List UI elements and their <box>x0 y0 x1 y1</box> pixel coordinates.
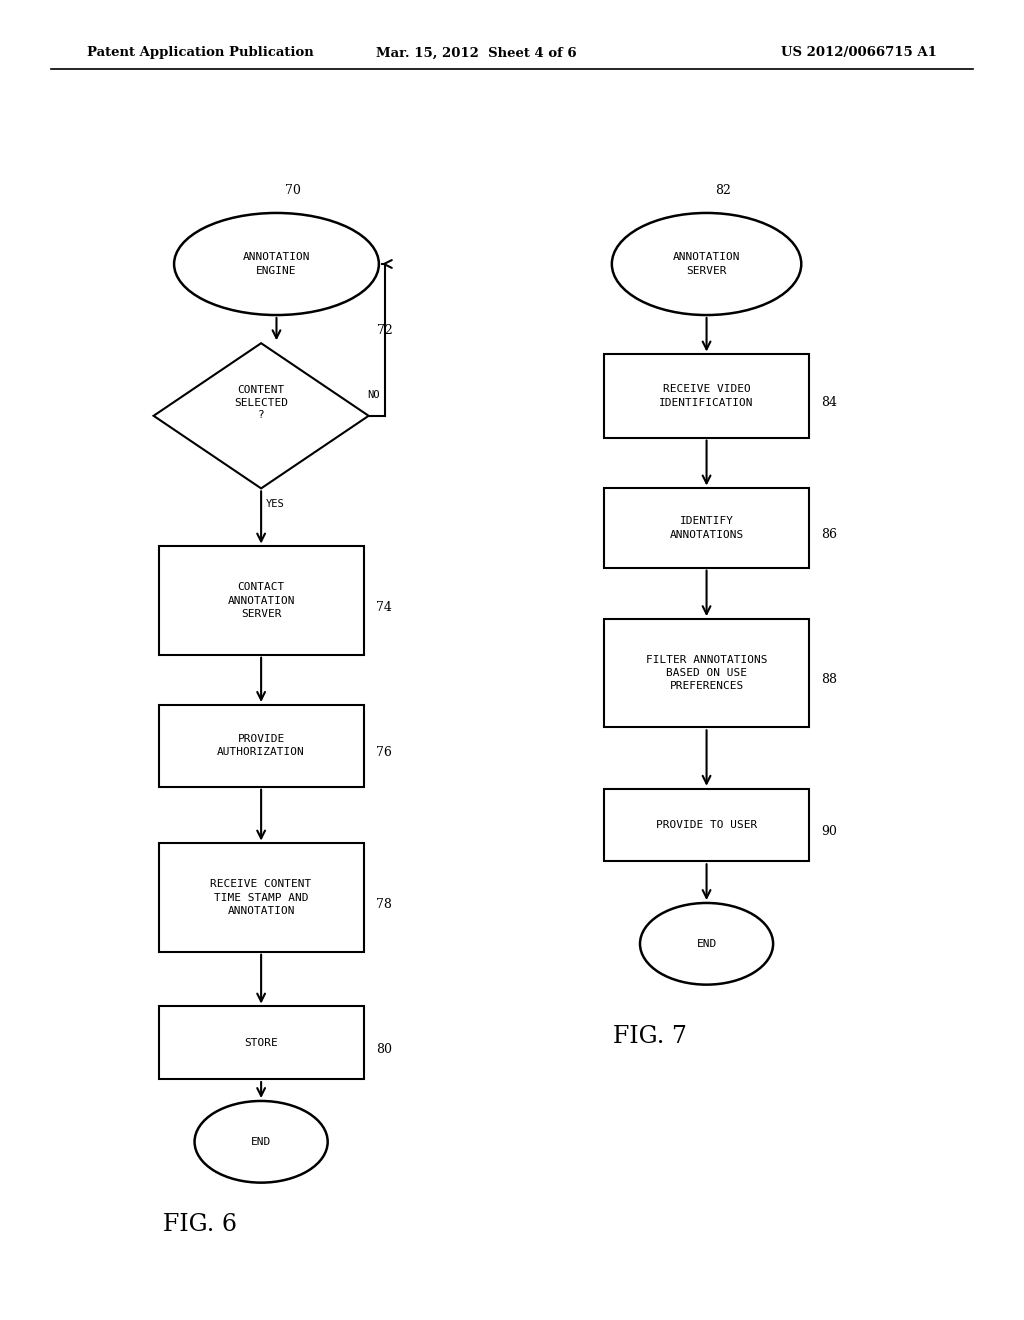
Bar <box>604 619 809 727</box>
Bar <box>159 546 364 655</box>
Text: END: END <box>696 939 717 949</box>
Bar <box>159 705 364 787</box>
Text: YES: YES <box>266 499 285 510</box>
Text: PROVIDE TO USER: PROVIDE TO USER <box>656 820 757 830</box>
Text: 78: 78 <box>376 898 392 911</box>
Text: END: END <box>251 1137 271 1147</box>
Bar <box>159 1006 364 1080</box>
Text: 80: 80 <box>376 1043 392 1056</box>
Text: Patent Application Publication: Patent Application Publication <box>87 46 313 59</box>
Text: 84: 84 <box>821 396 838 409</box>
Text: CONTACT
ANNOTATION
SERVER: CONTACT ANNOTATION SERVER <box>227 582 295 619</box>
Text: STORE: STORE <box>245 1038 278 1048</box>
Text: 88: 88 <box>821 673 838 686</box>
Text: FILTER ANNOTATIONS
BASED ON USE
PREFERENCES: FILTER ANNOTATIONS BASED ON USE PREFEREN… <box>646 655 767 692</box>
Text: US 2012/0066715 A1: US 2012/0066715 A1 <box>781 46 937 59</box>
Text: 76: 76 <box>376 746 392 759</box>
Text: RECEIVE VIDEO
IDENTIFICATION: RECEIVE VIDEO IDENTIFICATION <box>659 384 754 408</box>
Text: Mar. 15, 2012  Sheet 4 of 6: Mar. 15, 2012 Sheet 4 of 6 <box>376 46 577 59</box>
Bar <box>604 354 809 438</box>
Text: 72: 72 <box>377 323 392 337</box>
Text: 90: 90 <box>821 825 838 838</box>
Bar <box>604 789 809 862</box>
Bar <box>604 488 809 568</box>
Text: PROVIDE
AUTHORIZATION: PROVIDE AUTHORIZATION <box>217 734 305 758</box>
Text: ANNOTATION
SERVER: ANNOTATION SERVER <box>673 252 740 276</box>
Text: 82: 82 <box>715 183 731 197</box>
Text: 86: 86 <box>821 528 838 541</box>
Text: ANNOTATION
ENGINE: ANNOTATION ENGINE <box>243 252 310 276</box>
Text: CONTENT
SELECTED
?: CONTENT SELECTED ? <box>234 385 288 420</box>
Text: RECEIVE CONTENT
TIME STAMP AND
ANNOTATION: RECEIVE CONTENT TIME STAMP AND ANNOTATIO… <box>211 879 311 916</box>
Text: 74: 74 <box>376 601 392 614</box>
Text: FIG. 7: FIG. 7 <box>613 1024 687 1048</box>
Text: FIG. 6: FIG. 6 <box>163 1213 237 1237</box>
Text: 70: 70 <box>285 183 301 197</box>
Text: IDENTIFY
ANNOTATIONS: IDENTIFY ANNOTATIONS <box>670 516 743 540</box>
Text: NO: NO <box>368 389 380 400</box>
Bar <box>159 843 364 952</box>
